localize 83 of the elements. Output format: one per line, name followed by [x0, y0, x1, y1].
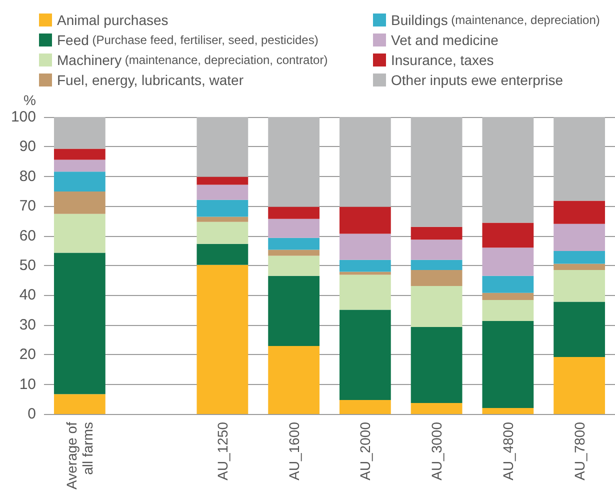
legend-label: Animal purchases [57, 12, 168, 28]
bar [339, 274, 391, 310]
bar [196, 117, 248, 177]
bar [54, 117, 106, 149]
bar [268, 250, 320, 256]
bar [554, 224, 606, 251]
bar [339, 260, 391, 272]
bar [482, 248, 534, 276]
y-tick-label: 20 [19, 346, 36, 364]
bar [196, 184, 248, 200]
y-tick-label: 60 [19, 227, 36, 244]
bar [554, 270, 606, 302]
legend-label: Buildings (maintenance, depreciation) [391, 12, 600, 28]
bar [196, 222, 248, 244]
bar [410, 117, 462, 227]
legend-label: Insurance, taxes [391, 52, 494, 68]
y-tick-label: 90 [19, 138, 36, 156]
bar [268, 218, 320, 238]
legend-label: Machinery (maintenance, depreciation, contrator) [57, 52, 328, 68]
bar [482, 292, 534, 300]
bar [339, 310, 391, 400]
bar [482, 222, 534, 248]
bar [54, 148, 106, 160]
x-tick-label: AU_2000 [357, 422, 374, 480]
bar [54, 252, 106, 394]
bar [54, 214, 106, 253]
bar [339, 206, 391, 234]
bar [54, 394, 106, 414]
bar [196, 200, 248, 217]
bar [554, 264, 606, 270]
legend-label: Feed (Purchase feed, fertiliser, seed, pesticides) [57, 32, 318, 48]
bar [339, 234, 391, 260]
bar [554, 200, 606, 224]
bar [482, 276, 534, 293]
bar [482, 300, 534, 322]
bar [410, 226, 462, 240]
y-tick-label: 70 [19, 198, 36, 215]
bar [54, 192, 106, 214]
bar [410, 326, 462, 404]
legend-label: Vet and medicine [391, 32, 499, 48]
bar [410, 260, 462, 270]
y-tick-label: 50 [19, 257, 36, 274]
bar [339, 400, 391, 414]
y-tick-label: 100 [10, 108, 36, 126]
bar [54, 160, 106, 172]
y-tick-label: 80 [19, 168, 36, 185]
bar [268, 117, 320, 207]
bar [410, 286, 462, 327]
bar [268, 238, 320, 250]
bar [268, 256, 320, 276]
bar [482, 321, 534, 408]
bar [339, 272, 391, 275]
x-tick-label: AU_7800 [571, 422, 588, 480]
bar [554, 117, 606, 201]
x-tick-label: AU_4800 [500, 422, 516, 480]
bar [196, 264, 248, 414]
x-tick-label: AU_1600 [286, 422, 302, 480]
y-tick-label: 30 [19, 316, 36, 334]
y-tick-label: 0 [28, 406, 36, 422]
bar [268, 346, 320, 414]
x-tick-label: Average of all farms [64, 422, 96, 490]
legend-label: Fuel, energy, lubricants, water [57, 72, 244, 88]
bar [554, 356, 606, 414]
bar [410, 240, 462, 260]
bar [268, 206, 320, 219]
bar [482, 117, 534, 223]
x-tick-label: AU_3000 [428, 422, 445, 480]
bar [196, 244, 248, 265]
bar [410, 403, 462, 414]
bar [196, 216, 248, 222]
bar [410, 270, 462, 286]
bar [339, 117, 391, 207]
bar [268, 276, 320, 346]
bar [54, 172, 106, 192]
bar [196, 176, 248, 185]
bar [554, 302, 606, 357]
legend-label: Other inputs ewe enterprise [391, 72, 564, 88]
bar [554, 250, 606, 264]
y-tick-label: 10 [19, 376, 36, 393]
x-tick-label: AU_1250 [214, 422, 230, 480]
bar [482, 408, 534, 414]
y-tick-label: 40 [19, 286, 36, 304]
y-axis-title: % [24, 92, 36, 108]
